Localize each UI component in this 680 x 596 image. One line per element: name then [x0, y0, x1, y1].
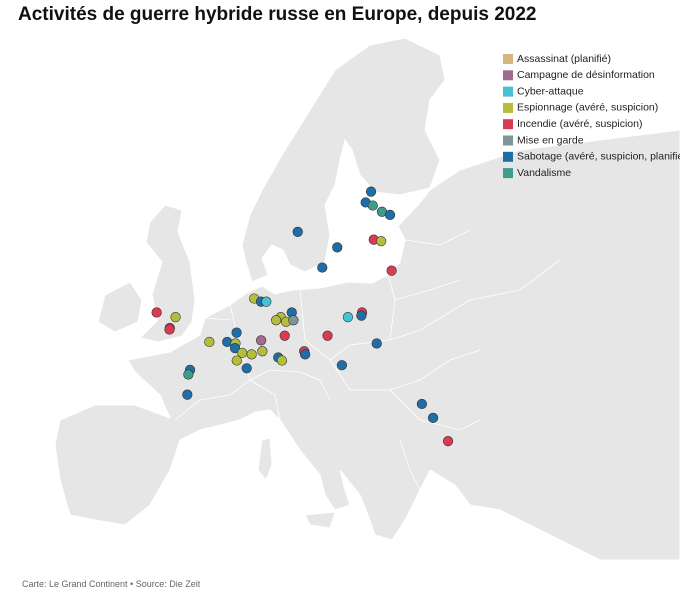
legend-swatch — [503, 102, 513, 113]
event-point — [336, 360, 348, 371]
corsica-sardinia — [257, 437, 273, 481]
legend-label: Campagne de désinformation — [517, 69, 655, 81]
source: Carte: Le Grand Continent • Source: Die … — [22, 579, 201, 589]
event-point — [276, 355, 288, 366]
event-point — [356, 310, 367, 321]
event-point — [442, 436, 454, 447]
event-point — [288, 315, 299, 326]
legend-swatch — [503, 119, 513, 130]
legend-label: Espionnage (avéré, suspicion) — [517, 102, 658, 114]
event-point — [170, 312, 181, 323]
event-point — [231, 355, 242, 366]
event-point — [231, 327, 242, 338]
event-point — [300, 349, 311, 360]
legend-swatch — [503, 54, 513, 64]
event-point — [182, 389, 193, 400]
event-point — [164, 324, 175, 335]
event-point — [204, 336, 215, 348]
event-point — [271, 315, 282, 326]
event-point — [376, 236, 387, 247]
event-point — [257, 346, 268, 357]
legend-label: Assassinat (planifié) — [517, 53, 611, 65]
scandinavia — [241, 37, 446, 283]
mainland — [54, 129, 680, 561]
event-point — [365, 186, 377, 197]
event-point — [241, 363, 252, 374]
legend-label: Incendie (avéré, suspicion) — [517, 118, 642, 130]
event-point — [332, 242, 343, 253]
event-point — [416, 398, 427, 410]
event-point — [384, 209, 396, 220]
event-point — [371, 338, 382, 349]
event-point — [222, 336, 233, 348]
event-point — [246, 349, 257, 360]
sicily — [304, 511, 336, 529]
title: Activités de guerre hybride russe en Eur… — [18, 4, 537, 25]
event-point — [427, 412, 439, 424]
legend-swatch — [503, 86, 513, 97]
event-point — [256, 335, 267, 346]
event-point — [342, 312, 354, 323]
ireland — [97, 281, 143, 333]
legend-swatch — [503, 168, 513, 179]
legend-swatch — [503, 135, 513, 146]
legend-label: Cyber-attaque — [517, 85, 584, 97]
event-point — [279, 330, 290, 341]
legend-label: Sabotage (avéré, suspicion, planifié) — [517, 151, 680, 163]
event-point — [367, 200, 378, 211]
legend: Assassinat (planifié) Campagne de désinfo… — [503, 53, 680, 179]
event-point — [322, 330, 333, 341]
legend-swatch — [503, 70, 513, 81]
event-point — [229, 343, 241, 354]
legend-label: Vandalisme — [517, 167, 571, 179]
event-point — [183, 369, 194, 380]
event-point — [261, 296, 272, 307]
points — [151, 186, 454, 447]
event-point — [151, 307, 162, 318]
great-britain — [139, 204, 196, 343]
legend-label: Mise en garde — [517, 134, 584, 146]
basemap — [54, 37, 680, 561]
event-point — [386, 265, 397, 276]
legend-swatch — [503, 151, 513, 162]
event-point — [292, 226, 303, 237]
event-point — [317, 262, 328, 273]
